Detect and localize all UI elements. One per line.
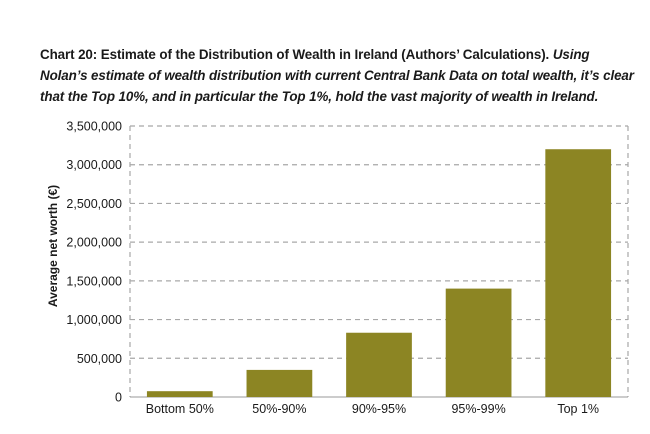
bar <box>545 149 612 397</box>
y-axis-ticks: 0 500,000 1,000,000 1,500,000 2,000,000 2,500… <box>66 120 122 405</box>
y-tick-label: 1,500,000 <box>66 274 122 288</box>
y-tick-label: 2,500,000 <box>66 197 122 211</box>
bar <box>346 332 412 397</box>
y-tick-label: 2,000,000 <box>66 236 122 250</box>
y-axis-label: Average net worth (€) <box>46 185 60 307</box>
y-tick-label: 1,000,000 <box>66 313 122 327</box>
x-tick-label: 90%-95% <box>352 402 406 416</box>
x-axis-ticks: Bottom 50% 50%-90% 90%-95% 95%-99% Top 1% <box>146 402 599 416</box>
bar <box>246 369 313 397</box>
x-tick-label: Bottom 50% <box>146 402 214 416</box>
chart-title: Chart 20: Estimate of the Distribution o… <box>40 47 550 62</box>
chart-subtitle: Using Nolan’s estimate of wealth distrib… <box>40 47 634 104</box>
y-tick-label: 3,000,000 <box>66 158 122 172</box>
chart-title-block: Chart 20: Estimate of the Distribution o… <box>40 44 640 107</box>
y-tick-label: 500,000 <box>77 352 122 366</box>
bars <box>146 149 612 397</box>
x-tick-label: Top 1% <box>557 402 599 416</box>
y-tick-label: 3,500,000 <box>66 120 122 134</box>
bar <box>445 288 512 397</box>
x-tick-label: 50%-90% <box>252 402 306 416</box>
bar <box>146 391 213 397</box>
x-tick-label: 95%-99% <box>451 402 505 416</box>
y-tick-label: 0 <box>115 391 122 405</box>
